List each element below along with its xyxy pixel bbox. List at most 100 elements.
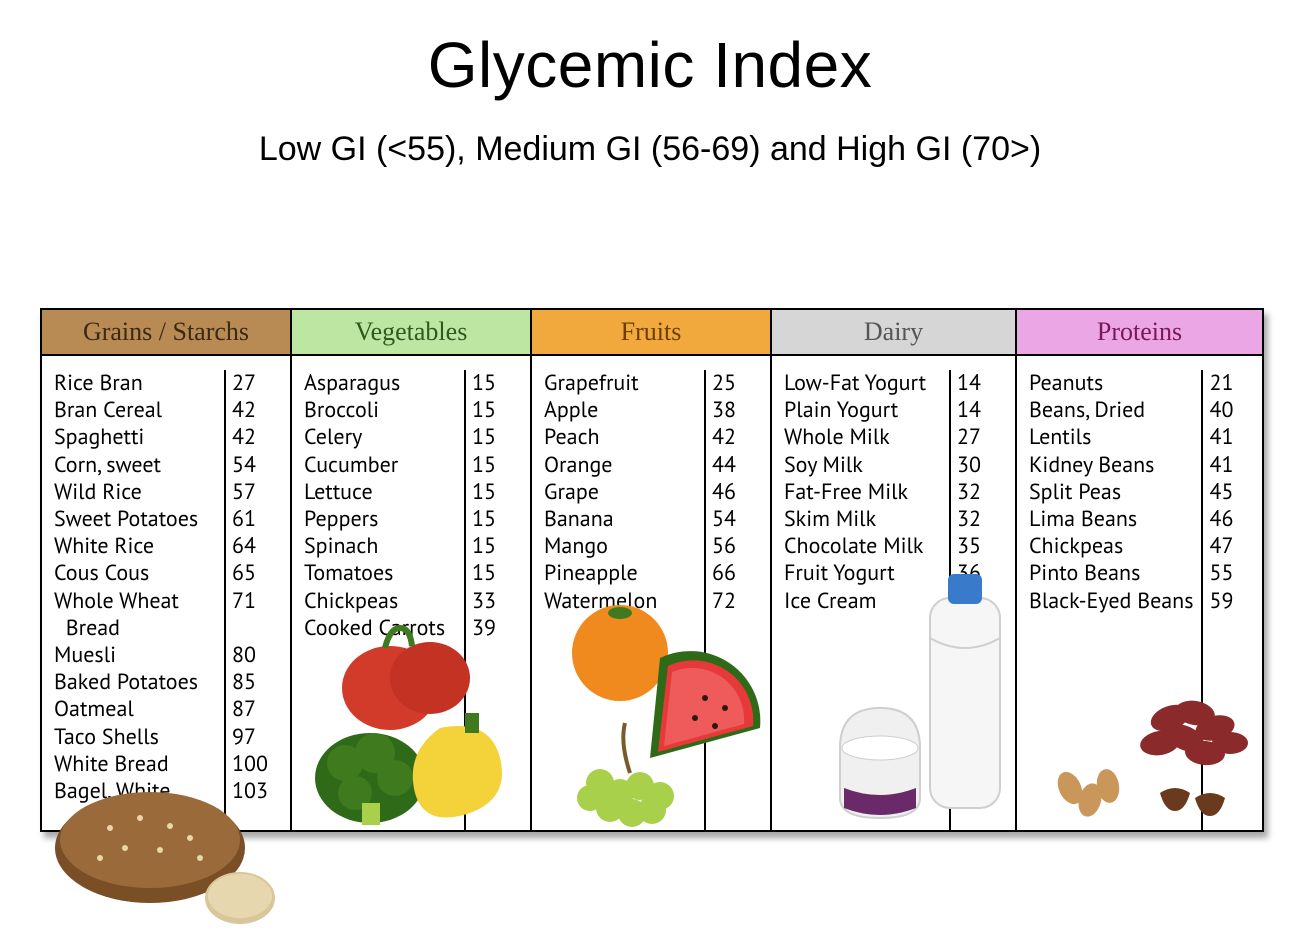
column-header-fruits: Fruits: [532, 310, 772, 354]
item-name: Bran Cereal: [54, 397, 216, 424]
column-fruits-values: 253842444654566672: [704, 370, 770, 832]
item-gi-value: 66: [712, 560, 762, 587]
item-gi-value: 42: [232, 424, 282, 451]
item-name: Fat-Free Milk: [784, 479, 941, 506]
item-name: Broccoli: [304, 397, 456, 424]
item-gi-value: 14: [957, 397, 1007, 424]
item-name: White Bread: [54, 751, 216, 778]
page-subtitle: Low GI (<55), Medium GI (56-69) and High…: [0, 130, 1300, 169]
item-gi-value: 14: [957, 370, 1007, 397]
item-name: Lima Beans: [1029, 506, 1193, 533]
item-gi-value: 27: [232, 370, 282, 397]
item-gi-value: 15: [472, 479, 522, 506]
item-name: Split Peas: [1029, 479, 1193, 506]
item-name: Muesli: [54, 642, 216, 669]
page-title: Glycemic Index: [0, 28, 1300, 102]
column-grains-names: Rice BranBran CerealSpaghettiCorn, sweet…: [42, 370, 224, 832]
item-gi-value: 71: [232, 588, 282, 615]
item-gi-value: 97: [232, 724, 282, 751]
item-gi-value: 85: [232, 669, 282, 696]
item-name: Skim Milk: [784, 506, 941, 533]
column-proteins-names: PeanutsBeans, DriedLentilsKidney BeansSp…: [1017, 370, 1201, 832]
item-name: Banana: [544, 506, 696, 533]
column-grains: Rice BranBran CerealSpaghettiCorn, sweet…: [42, 356, 292, 832]
item-gi-value: 100: [232, 751, 282, 778]
item-name: Sweet Potatoes: [54, 506, 216, 533]
column-dairy: Low-Fat YogurtPlain YogurtWhole MilkSoy …: [772, 356, 1017, 832]
item-name: Wild Rice: [54, 479, 216, 506]
item-name: Orange: [544, 452, 696, 479]
item-gi-value: 32: [957, 506, 1007, 533]
item-gi-value: 32: [957, 479, 1007, 506]
gi-table: Grains / StarchsVegetablesFruitsDairyPro…: [40, 308, 1264, 832]
item-gi-value: 30: [957, 452, 1007, 479]
table-header-row: Grains / StarchsVegetablesFruitsDairyPro…: [42, 310, 1262, 356]
item-name: Spinach: [304, 533, 456, 560]
item-gi-value: 36: [957, 560, 1007, 587]
item-gi-value: 15: [472, 560, 522, 587]
table-body-row: Rice BranBran CerealSpaghettiCorn, sweet…: [42, 356, 1262, 832]
item-name: Beans, Dried: [1029, 397, 1193, 424]
item-gi-value: 39: [472, 615, 522, 642]
column-vegetables: AsparagusBroccoliCeleryCucumberLettucePe…: [292, 356, 532, 832]
item-name: Plain Yogurt: [784, 397, 941, 424]
column-proteins-values: 214041414546475559: [1201, 370, 1267, 832]
item-name: Lentils: [1029, 424, 1193, 451]
item-gi-value: 33: [472, 588, 522, 615]
item-name: Watermelon: [544, 588, 696, 615]
item-gi-value: 38: [712, 397, 762, 424]
item-name: Taco Shells: [54, 724, 216, 751]
item-name: Chocolate Milk: [784, 533, 941, 560]
column-vegetables-names: AsparagusBroccoliCeleryCucumberLettucePe…: [292, 370, 464, 832]
item-gi-value: 103: [232, 778, 282, 805]
item-gi-value: 35: [957, 533, 1007, 560]
item-gi-value: 46: [1209, 506, 1259, 533]
item-name: Chickpeas: [304, 588, 456, 615]
item-gi-value: 40: [1209, 397, 1259, 424]
item-name: Cooked Carrots: [304, 615, 456, 642]
column-header-dairy: Dairy: [772, 310, 1017, 354]
item-gi-value: 15: [472, 397, 522, 424]
item-gi-value: 47: [1209, 533, 1259, 560]
item-gi-value: 15: [472, 533, 522, 560]
value-pad: [232, 615, 282, 642]
item-name: Corn, sweet: [54, 452, 216, 479]
column-dairy-values: 141427303232353661: [949, 370, 1015, 832]
item-name: Kidney Beans: [1029, 452, 1193, 479]
item-name: Cucumber: [304, 452, 456, 479]
column-header-grains: Grains / Starchs: [42, 310, 292, 354]
item-name: Spaghetti: [54, 424, 216, 451]
page: Glycemic Index Low GI (<55), Medium GI (…: [0, 28, 1300, 947]
column-fruits: GrapefruitApplePeachOrangeGrapeBananaMan…: [532, 356, 772, 832]
item-name: Baked Potatoes: [54, 669, 216, 696]
column-proteins: PeanutsBeans, DriedLentilsKidney BeansSp…: [1017, 356, 1262, 832]
item-name: Chickpeas: [1029, 533, 1193, 560]
item-name: Grape: [544, 479, 696, 506]
item-name: White Rice: [54, 533, 216, 560]
item-gi-value: 44: [712, 452, 762, 479]
item-name: Mango: [544, 533, 696, 560]
item-name: Tomatoes: [304, 560, 456, 587]
item-gi-value: 45: [1209, 479, 1259, 506]
item-gi-value: 41: [1209, 452, 1259, 479]
item-gi-value: 15: [472, 424, 522, 451]
item-gi-value: 15: [472, 370, 522, 397]
item-gi-value: 59: [1209, 588, 1259, 615]
item-name: Apple: [544, 397, 696, 424]
item-gi-value: 21: [1209, 370, 1259, 397]
item-name: Black-Eyed Beans: [1029, 588, 1193, 615]
column-dairy-names: Low-Fat YogurtPlain YogurtWhole MilkSoy …: [772, 370, 949, 832]
item-gi-value: 80: [232, 642, 282, 669]
item-name: Peanuts: [1029, 370, 1193, 397]
item-name: Celery: [304, 424, 456, 451]
item-name: Peach: [544, 424, 696, 451]
item-name: Low-Fat Yogurt: [784, 370, 941, 397]
item-name: Asparagus: [304, 370, 456, 397]
item-gi-value: 72: [712, 588, 762, 615]
item-name: Fruit Yogurt: [784, 560, 941, 587]
item-name: Rice Bran: [54, 370, 216, 397]
item-name: Whole Milk: [784, 424, 941, 451]
item-gi-value: 41: [1209, 424, 1259, 451]
item-gi-value: 54: [712, 506, 762, 533]
column-header-vegetables: Vegetables: [292, 310, 532, 354]
